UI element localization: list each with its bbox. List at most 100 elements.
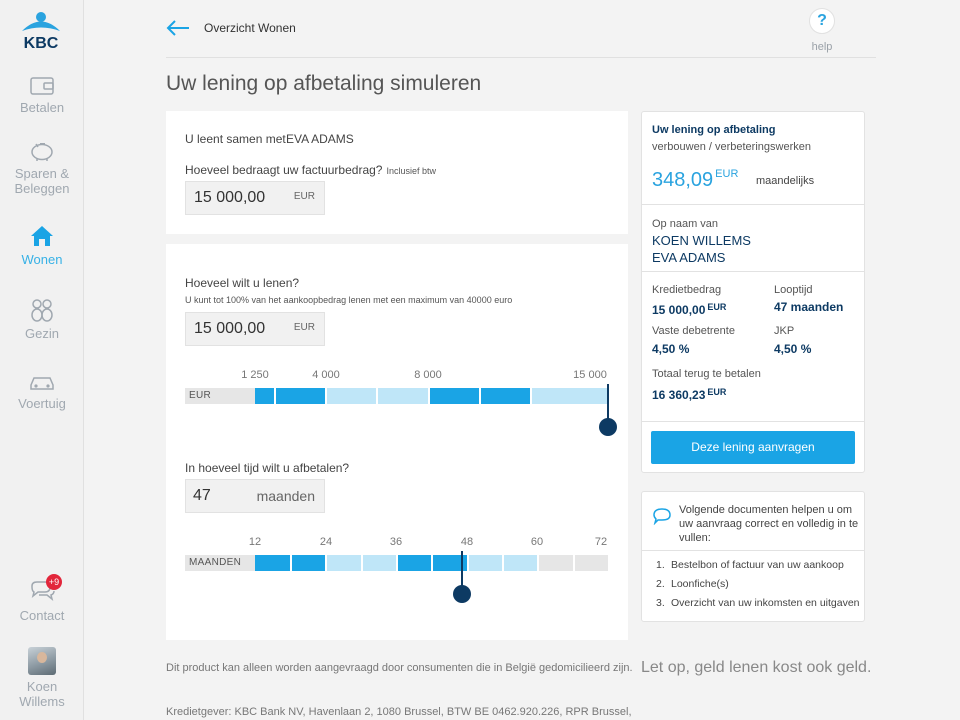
breadcrumb[interactable]: Overzicht Wonen — [204, 21, 296, 35]
total-amount: 16 360,23 — [652, 388, 706, 402]
documents-intro: Volgende documenten helpen u om uw aanvr… — [679, 504, 859, 544]
car-icon — [30, 377, 54, 390]
invoice-amount-field[interactable]: 15 000,00 EUR — [185, 181, 325, 215]
invoice-amount-value: 15 000,00 — [194, 189, 266, 206]
loan-parameters-card: Hoeveel wilt u lenen? U kunt tot 100% va… — [166, 244, 628, 640]
holder-name: KOEN WILLEMS — [652, 233, 751, 248]
duration-unit: maanden — [256, 488, 315, 504]
credit-amount: 15 000,00 — [652, 303, 706, 317]
borrow-amount-field[interactable]: 15 000,00 EUR — [185, 312, 325, 346]
sidebar-item-label: Sparen & Beleggen — [14, 166, 70, 196]
borrow-amount-unit: EUR — [293, 322, 315, 333]
page-title: Uw lening op afbetaling simuleren — [166, 72, 482, 95]
invoice-question-text: Hoeveel bedraagt uw factuurbedrag? — [185, 163, 383, 177]
speech-bubble-icon — [653, 508, 671, 525]
sidebar-item-betalen[interactable]: Betalen — [0, 76, 84, 115]
sidebar-item-gezin[interactable]: Gezin — [0, 298, 84, 341]
sidebar-item-label: Wonen — [21, 252, 63, 267]
co-borrower-label: U leent samen met — [185, 132, 286, 146]
invoice-question: Hoeveel bedraagt uw factuurbedrag? Inclus… — [185, 163, 436, 177]
documents-panel: Volgende documenten helpen u om uw aanvr… — [641, 491, 865, 622]
monthly-amount-value: 348,09 — [652, 169, 714, 191]
help-label: help — [811, 41, 833, 53]
borrow-question: Hoeveel wilt u lenen? — [185, 276, 300, 290]
invoice-card: U leent samen met EVA ADAMS Hoeveel bedr… — [166, 111, 628, 234]
rate-value: 4,50 % — [652, 342, 690, 356]
house-icon — [31, 226, 53, 246]
jkp-value: 4,50 % — [774, 342, 812, 356]
duration-tick: 12 — [248, 536, 262, 548]
sidebar-item-profile[interactable]: Koen Willems — [0, 647, 84, 709]
borrow-note: U kunt tot 100% van het aankoopbedrag le… — [185, 295, 513, 305]
user-name: Koen Willems — [19, 679, 65, 709]
monthly-label: maandelijks — [756, 175, 815, 187]
term-label: Looptijd — [774, 284, 813, 296]
amount-slider-unit: EUR — [189, 390, 212, 401]
consumer-note: Dit product kan alleen worden aangevraag… — [166, 662, 633, 674]
help-icon: ? — [809, 8, 835, 34]
duration-value: 47 — [193, 487, 211, 504]
sidebar: KBC Betalen Sparen & Beleggen Wonen — [0, 0, 84, 720]
total-label: Totaal terug te betalen — [652, 368, 761, 380]
holder-name: EVA ADAMS — [652, 250, 726, 265]
svg-text:KBC: KBC — [24, 35, 59, 50]
rate-label: Vaste debetrente — [652, 325, 735, 337]
amount-slider-handle[interactable] — [599, 418, 617, 436]
amount-tick: 1 250 — [241, 369, 269, 381]
total-value: 16 360,23 EUR — [652, 387, 726, 402]
invoice-hint: Inclusief btw — [386, 166, 436, 176]
borrow-amount-value: 15 000,00 — [194, 320, 266, 337]
duration-question: In hoeveel tijd wilt u afbetalen? — [185, 461, 350, 475]
duration-tick: 24 — [319, 536, 333, 548]
piggy-bank-icon — [31, 143, 53, 161]
list-item-number: 3. — [656, 597, 665, 609]
amount-slider-track[interactable]: EUR — [185, 388, 608, 404]
avatar — [28, 647, 56, 675]
sidebar-item-label: Betalen — [19, 100, 65, 115]
legal-warning: Let op, geld lenen kost ook geld. — [641, 659, 872, 676]
duration-slider-unit: MAANDEN — [189, 557, 242, 568]
sidebar-item-wonen[interactable]: Wonen — [0, 224, 84, 267]
co-borrower-name: EVA ADAMS — [286, 132, 354, 146]
family-icon — [31, 299, 53, 322]
list-item-text: Loonfiche(s) — [671, 578, 729, 590]
amount-tick: 8 000 — [414, 369, 442, 381]
list-item: 2. Loonfiche(s) — [656, 578, 729, 590]
duration-tick: 60 — [530, 536, 544, 548]
list-item-text: Bestelbon of factuur van uw aankoop — [671, 559, 844, 571]
duration-tick: 36 — [389, 536, 403, 548]
holders-label: Op naam van — [652, 218, 719, 230]
amount-tick: 4 000 — [312, 369, 340, 381]
duration-tick: 48 — [460, 536, 474, 548]
monthly-currency: EUR — [715, 168, 739, 180]
back-arrow-icon[interactable] — [166, 18, 190, 38]
help-button[interactable]: ? help — [808, 8, 836, 53]
sidebar-item-voertuig[interactable]: Voertuig — [0, 374, 84, 411]
duration-slider-handle[interactable] — [453, 585, 471, 603]
monthly-amount: 348,09 EUR — [652, 168, 738, 192]
loan-summary-panel: Uw lening op afbetaling verbouwen / verb… — [641, 111, 865, 473]
sidebar-item-label: Gezin — [25, 326, 59, 341]
kbc-logo[interactable]: KBC — [14, 8, 70, 52]
jkp-label: JKP — [774, 325, 795, 337]
duration-tick: 72 — [594, 536, 608, 548]
duration-slider-track[interactable]: MAANDEN — [185, 555, 608, 571]
apply-loan-button[interactable]: Deze lening aanvragen — [651, 431, 855, 464]
credit-label: Kredietbedrag — [652, 284, 722, 296]
sidebar-item-sparen[interactable]: Sparen & Beleggen — [0, 140, 84, 196]
notification-badge: +9 — [46, 574, 62, 590]
term-value: 47 maanden — [774, 300, 844, 314]
invoice-amount-unit: EUR — [293, 191, 315, 202]
list-item-text: Overzicht van uw inkomsten en uitgaven — [671, 597, 860, 609]
amount-slider-handle-line — [607, 384, 609, 420]
list-item: 1. Bestelbon of factuur van uw aankoop — [656, 559, 844, 571]
duration-slider-handle-line — [461, 551, 463, 587]
credit-value: 15 000,00 EUR — [652, 302, 726, 317]
amount-tick: 15 000 — [573, 369, 607, 381]
duration-field[interactable]: 47 maanden — [185, 479, 325, 513]
sidebar-item-contact[interactable]: +9 Contact — [0, 574, 84, 623]
summary-subtitle: verbouwen / verbeteringswerken — [652, 141, 811, 153]
list-item: 3. Overzicht van uw inkomsten en uitgaven — [656, 597, 860, 609]
sidebar-item-label: Voertuig — [18, 396, 66, 411]
summary-title: Uw lening op afbetaling — [652, 124, 776, 136]
